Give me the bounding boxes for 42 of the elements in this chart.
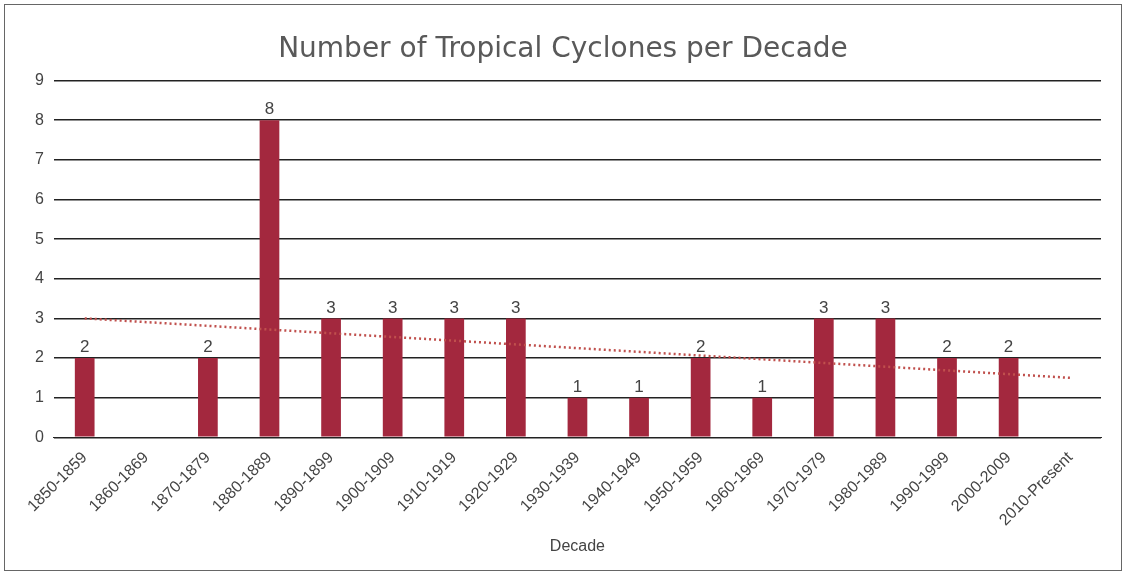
- bar: [937, 358, 957, 437]
- bar: [74, 358, 95, 437]
- bar: [382, 318, 403, 437]
- data-label: 3: [387, 297, 398, 317]
- bar: [259, 120, 280, 437]
- bar: [998, 358, 1019, 437]
- y-tick-label: 1: [34, 388, 44, 406]
- bar: [321, 318, 341, 437]
- y-tick-label: 4: [34, 269, 44, 287]
- data-label: 2: [79, 337, 90, 357]
- data-label: 2: [695, 337, 706, 357]
- data-label: 2: [203, 337, 213, 357]
- data-label: 2: [942, 337, 952, 357]
- y-tick-label: 2: [34, 348, 44, 366]
- y-tick-label: 0: [34, 427, 44, 445]
- y-tick-label: 5: [34, 229, 44, 247]
- data-label: 3: [819, 297, 829, 317]
- y-tick-label: 3: [34, 308, 44, 326]
- data-label: 3: [511, 297, 521, 317]
- bar: [690, 358, 711, 437]
- bar: [567, 397, 588, 437]
- data-label: 1: [757, 376, 767, 396]
- x-axis-title: Decade: [549, 536, 606, 554]
- chart-title: Number of Tropical Cyclones per Decade: [278, 31, 848, 65]
- y-tick-label: 7: [34, 150, 44, 168]
- bar: [629, 397, 649, 437]
- data-label: 3: [880, 297, 891, 317]
- bar: [875, 318, 896, 437]
- data-label: 1: [634, 376, 644, 396]
- data-label: 2: [1003, 337, 1014, 357]
- bar: [813, 318, 834, 437]
- data-label: 8: [264, 99, 275, 119]
- y-tick-label: 6: [34, 189, 44, 207]
- data-label: 3: [326, 297, 336, 317]
- bar: [506, 318, 526, 437]
- data-label: 1: [572, 376, 583, 396]
- data-label: 3: [449, 297, 459, 317]
- bar: [752, 397, 773, 437]
- y-tick-label: 9: [34, 71, 44, 89]
- bar: [444, 318, 465, 437]
- bar: [198, 358, 218, 437]
- y-tick-label: 8: [34, 110, 44, 128]
